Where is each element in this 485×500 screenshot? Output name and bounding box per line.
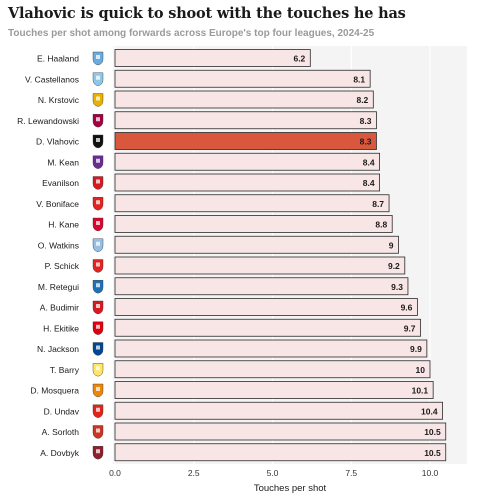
crest-detail <box>96 345 100 350</box>
data-label: 8.4 <box>363 157 375 167</box>
crest-detail <box>96 283 100 288</box>
data-label: 6.2 <box>293 54 305 64</box>
data-label: 8.8 <box>375 220 387 230</box>
data-label: 10.5 <box>424 427 441 437</box>
bar <box>114 132 377 150</box>
tick-label: P. Schick <box>45 261 80 271</box>
crest-detail <box>96 304 100 308</box>
x-tick-label: 0.0 <box>109 468 121 478</box>
tick-label: N. Krstovic <box>38 95 80 105</box>
data-label: 9.2 <box>388 261 400 271</box>
bar <box>114 69 371 88</box>
data-label: 8.3 <box>360 137 372 147</box>
bar <box>114 443 447 462</box>
bar <box>114 277 409 296</box>
bar <box>114 381 434 399</box>
bar <box>114 49 311 67</box>
data-label: 10.5 <box>424 448 441 458</box>
tick-label: D. Vlahovic <box>36 137 80 147</box>
crest-detail <box>96 262 100 267</box>
data-label: 8.7 <box>372 199 384 209</box>
crest-detail <box>96 387 100 391</box>
data-label: 10 <box>416 365 426 375</box>
data-label: 8.4 <box>363 178 375 188</box>
x-tick-label: 10.0 <box>422 468 439 478</box>
x-tick-label: 2.5 <box>188 468 200 478</box>
tick-label: V. Boniface <box>36 199 79 209</box>
chart-title: Vlahovic is quick to shoot with the touc… <box>8 5 406 22</box>
crest-detail <box>96 117 100 122</box>
crest-detail <box>96 366 100 371</box>
tick-label: T. Barry <box>50 365 80 375</box>
crest-detail <box>96 179 100 184</box>
bar <box>114 422 447 441</box>
crest-detail <box>96 407 100 412</box>
data-label: 9 <box>389 240 394 250</box>
crest-detail <box>96 55 100 59</box>
tick-label: M. Retegui <box>38 282 79 292</box>
bar <box>114 339 428 358</box>
crest-detail <box>96 449 100 454</box>
crest-detail <box>96 75 100 80</box>
data-label: 9.7 <box>404 323 416 333</box>
crest-detail <box>96 324 100 329</box>
x-tick-label: 5.0 <box>267 468 279 478</box>
data-label: 8.3 <box>360 116 372 126</box>
data-label: 10.1 <box>412 386 429 396</box>
bar <box>114 235 399 254</box>
tick-label: A. Sorloth <box>42 427 80 437</box>
tick-label: V. Castellanos <box>25 74 79 84</box>
tick-label: O. Watkins <box>38 240 79 250</box>
bar <box>114 111 377 130</box>
bar <box>114 90 374 109</box>
tick-label: A. Dovbyk <box>40 448 79 458</box>
bar <box>114 401 444 420</box>
bar <box>114 194 390 213</box>
bar <box>114 318 421 337</box>
data-label: 8.1 <box>353 74 365 84</box>
tick-label: R. Lewandowski <box>17 116 79 126</box>
bar <box>114 173 381 192</box>
crest-detail <box>96 428 100 433</box>
data-label: 9.3 <box>391 282 403 292</box>
data-label: 9.6 <box>401 303 413 313</box>
plot-area <box>113 46 467 464</box>
tick-label: E. Haaland <box>37 54 79 64</box>
chart-subtitle: Touches per shot among forwards across E… <box>8 28 375 39</box>
bar <box>114 215 393 233</box>
tick-label: Evanilson <box>42 178 79 188</box>
tick-label: H. Ekitike <box>43 323 79 333</box>
tick-label: A. Budimir <box>40 303 79 313</box>
tick-label: D. Mosquera <box>30 386 79 396</box>
tick-label: H. Kane <box>48 220 79 230</box>
bar <box>114 298 418 316</box>
bar <box>114 256 406 275</box>
crest-detail <box>96 96 100 101</box>
data-label: 9.9 <box>410 344 422 354</box>
crest-detail <box>96 200 100 205</box>
data-label: 8.2 <box>356 95 368 105</box>
crest-detail <box>96 158 100 163</box>
bar <box>114 152 381 171</box>
crest-detail <box>96 138 100 142</box>
crest-detail <box>96 221 100 225</box>
tick-label: D. Undav <box>44 406 80 416</box>
x-axis-title: Touches per shot <box>254 483 327 494</box>
data-label: 10.4 <box>421 406 438 416</box>
tick-label: M. Kean <box>47 157 79 167</box>
x-tick-label: 7.5 <box>345 468 357 478</box>
tick-label: N. Jackson <box>37 344 79 354</box>
bar <box>114 360 431 379</box>
crest-detail <box>96 241 100 246</box>
